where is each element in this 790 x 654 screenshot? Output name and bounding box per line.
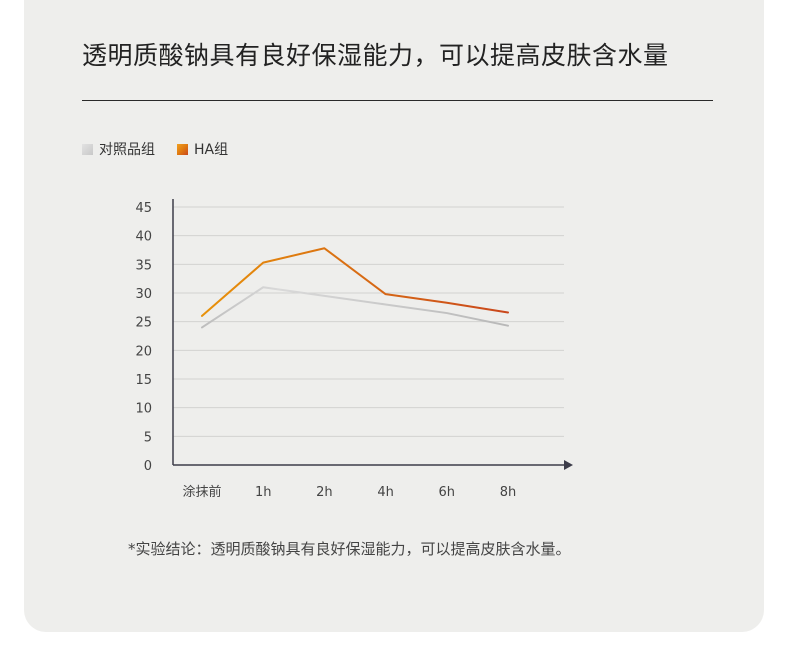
x-tick-label: 1h: [255, 485, 272, 500]
legend-swatch-ha: [177, 143, 188, 155]
legend-label-control: 对照品组: [99, 142, 155, 158]
x-tick-label: 6h: [439, 485, 456, 500]
line-chart: 0 5 10 15 20 25 30 35 40 45 涂抹前 1h 2h 4h 6h 8h: [135, 199, 573, 500]
y-tick-label: 40: [135, 230, 152, 245]
legend-swatch-control: [82, 143, 93, 155]
legend-item-ha: HA组: [177, 139, 228, 159]
y-tick-label: 5: [144, 430, 152, 445]
y-tick-label: 15: [135, 373, 152, 388]
legend-label-ha: HA组: [194, 142, 229, 158]
x-tick-label: 2h: [316, 485, 333, 500]
y-tick-label: 25: [135, 316, 152, 331]
y-tick-label: 0: [144, 459, 152, 474]
title-divider: [82, 100, 713, 101]
page-title: 透明质酸钠具有良好保湿能力，可以提高皮肤含水量: [82, 41, 669, 70]
conclusion-note: *实验结论：透明质酸钠具有良好保湿能力，可以提高皮肤含水量。: [128, 540, 571, 558]
x-axis-arrow: [564, 460, 573, 470]
x-tick-label: 8h: [500, 485, 517, 500]
y-tick-label: 35: [135, 258, 152, 273]
y-tick-label: 30: [135, 287, 152, 302]
x-tick-label: 4h: [377, 485, 394, 500]
y-tick-label: 45: [135, 201, 152, 216]
legend-item-control: 对照品组: [82, 139, 155, 159]
chart-card: 透明质酸钠具有良好保湿能力，可以提高皮肤含水量 对照品组 HA组 0 5 10 15 2…: [24, 0, 764, 632]
chart-legend: 对照品组 HA组: [82, 139, 250, 159]
y-tick-label: 10: [135, 402, 152, 417]
x-tick-label: 涂抹前: [182, 484, 221, 500]
y-tick-label: 20: [135, 344, 152, 359]
series-line-control: [201, 286, 509, 329]
series-line-ha: [201, 247, 509, 317]
